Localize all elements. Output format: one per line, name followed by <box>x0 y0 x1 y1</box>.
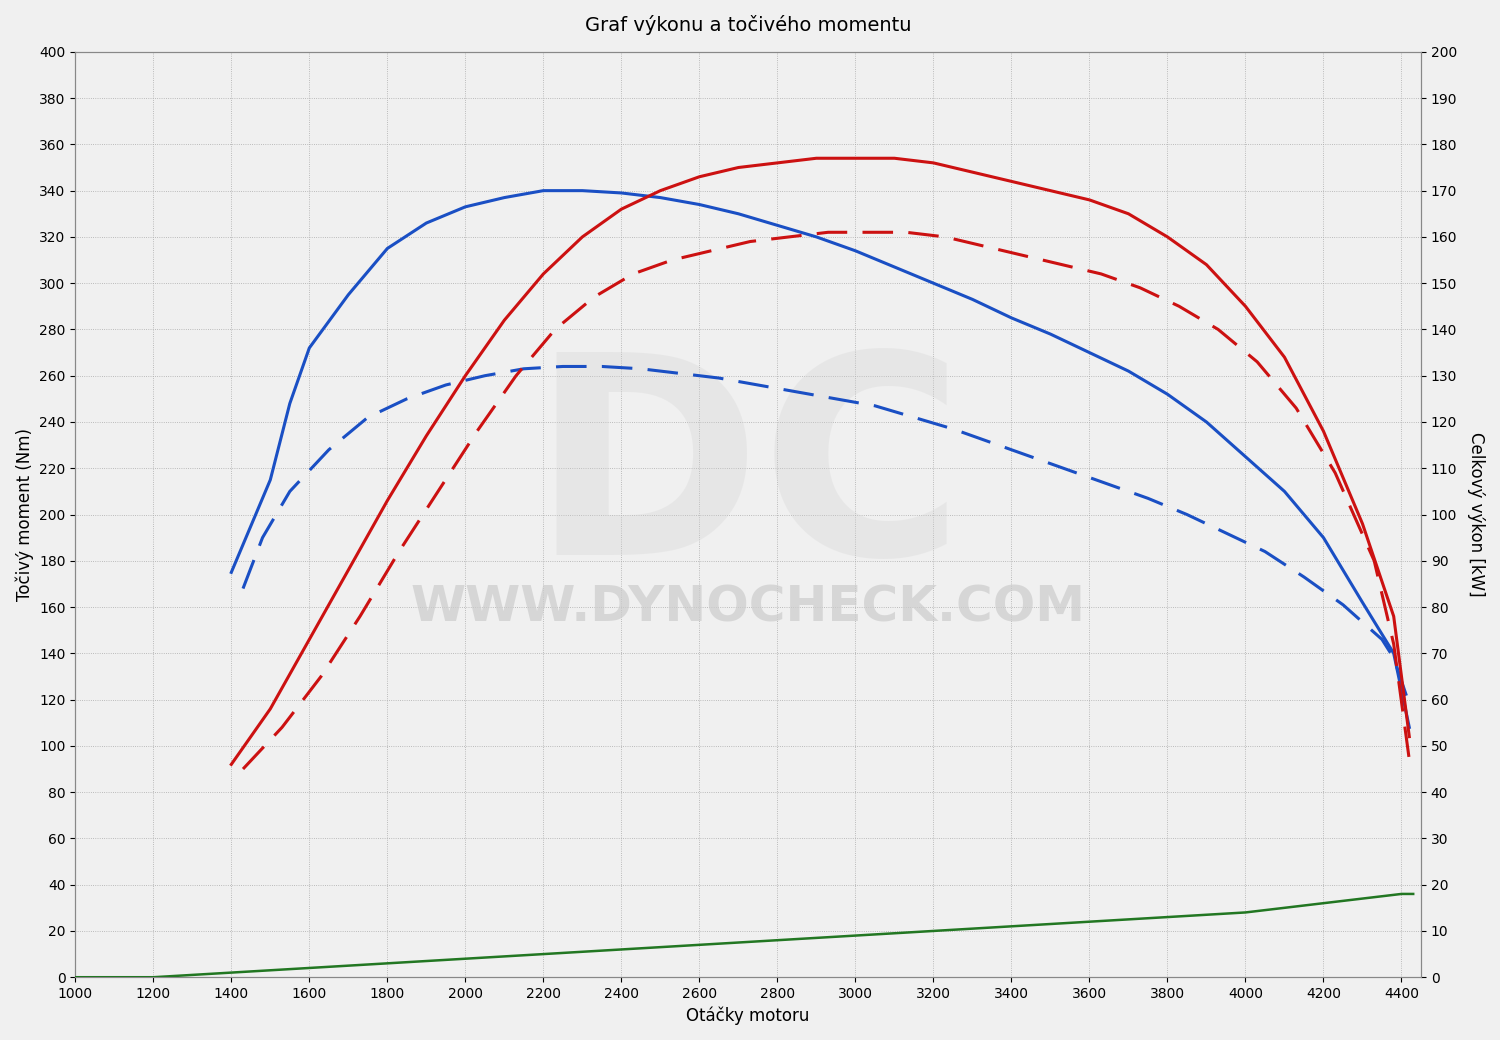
Text: WWW.DYNOCHECK.COM: WWW.DYNOCHECK.COM <box>411 583 1086 631</box>
Y-axis label: Točivý moment (Nm): Točivý moment (Nm) <box>15 428 33 601</box>
Text: DC: DC <box>531 342 966 613</box>
Title: Graf výkonu a točivého momentu: Graf výkonu a točivého momentu <box>585 15 912 35</box>
X-axis label: Otáčky motoru: Otáčky motoru <box>687 1007 810 1025</box>
Y-axis label: Celkový výkon [kW]: Celkový výkon [kW] <box>1467 433 1485 597</box>
